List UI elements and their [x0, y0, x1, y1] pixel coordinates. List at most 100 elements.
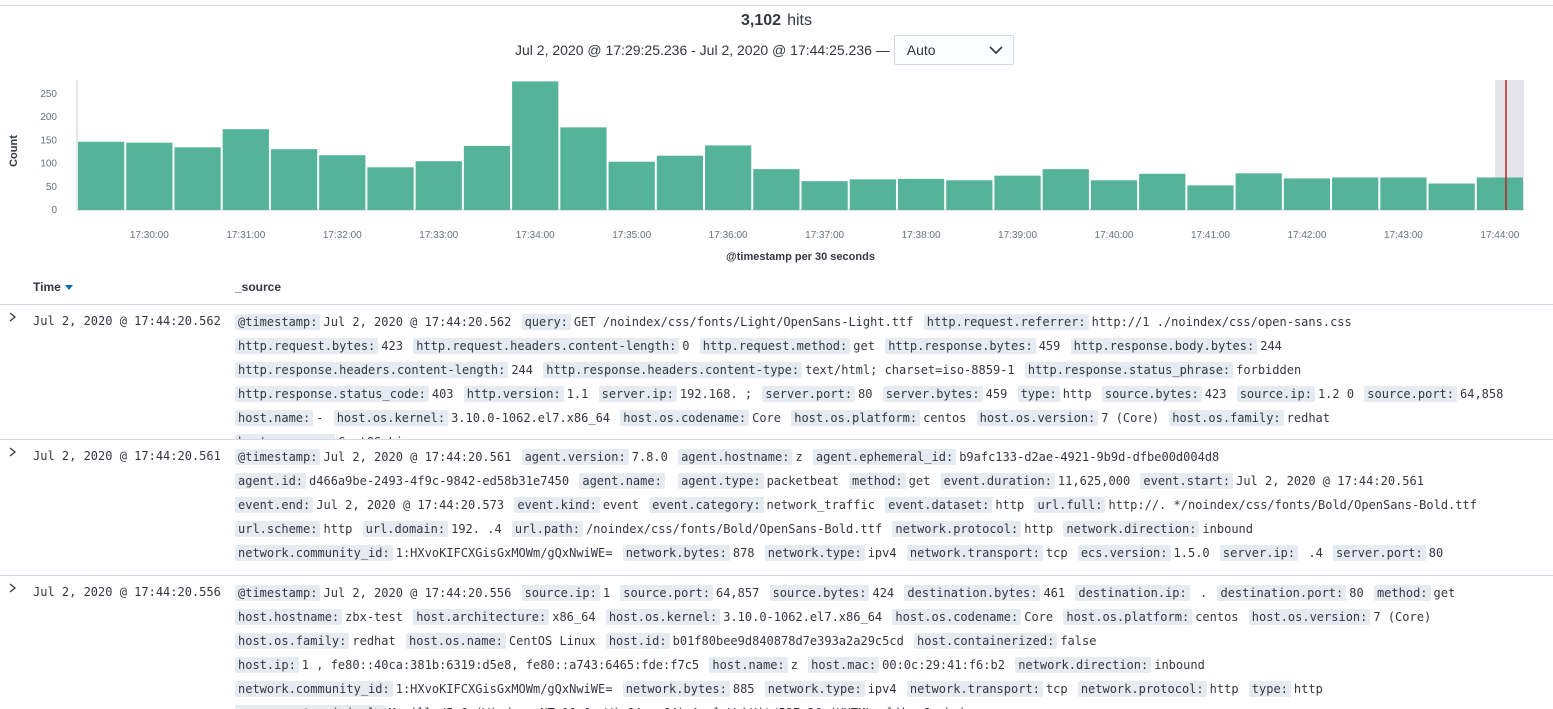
field-key: network.type: [764, 545, 865, 561]
histogram-bar[interactable] [270, 149, 318, 210]
histogram-bar[interactable] [512, 81, 559, 211]
histogram-bar[interactable] [560, 127, 607, 210]
field-value: false [1060, 634, 1097, 648]
histogram-bar[interactable] [897, 178, 945, 210]
histogram-bar[interactable] [705, 145, 752, 210]
histogram-bar[interactable] [1476, 177, 1523, 211]
x-tick-label: 17:34:00 [516, 230, 555, 241]
x-tick-label: 17:32:00 [323, 230, 362, 241]
field-value: http [995, 498, 1025, 512]
field-key: url.scheme: [235, 521, 321, 537]
source-field: network.protocol: http [892, 521, 1053, 537]
source-field: host.containerized: false [914, 633, 1097, 649]
field-key: network.community_id: [235, 681, 393, 697]
sort-descending-icon[interactable] [64, 284, 73, 290]
field-value: 1.1 [566, 387, 589, 401]
source-field: @timestamp: Jul 2, 2020 @ 17:44:20.556 [235, 585, 511, 601]
field-value: d466a9be-2493-4f9c-9842-ed58b31e7450 [309, 474, 570, 488]
histogram-bar[interactable] [367, 167, 414, 210]
field-value: 423 [381, 339, 403, 353]
source-field: url.full: http://. */noindex/css/fonts/Bo… [1034, 497, 1477, 513]
histogram-bar[interactable] [801, 181, 848, 210]
field-key: type: [1248, 681, 1291, 697]
histogram-bar[interactable] [1380, 177, 1427, 211]
chevron-right-icon[interactable] [7, 582, 17, 594]
document-row[interactable]: Jul 2, 2020 @ 17:44:20.562 @timestamp: Jul… [0, 305, 1553, 440]
field-value: b01f80bee9d840878d7e393a2a29c5cd [672, 634, 904, 648]
field-value: ipv4 [867, 546, 897, 560]
field-key: destination.port: [1217, 585, 1347, 601]
histogram-bar[interactable] [1283, 178, 1331, 210]
y-tick-label: 0 [51, 205, 57, 216]
field-key: destination.bytes: [904, 585, 1041, 601]
field-key: destination.ip: [1075, 585, 1190, 601]
field-value: 1.2 0 [1317, 387, 1355, 401]
field-value: Core [752, 411, 781, 425]
histogram-bar[interactable] [1187, 185, 1234, 210]
field-key: event.dataset: [885, 497, 993, 513]
histogram-bar[interactable] [1332, 177, 1379, 211]
field-key: @timestamp: [235, 314, 321, 330]
field-key: agent.id: [235, 473, 307, 489]
histogram-bar[interactable] [415, 161, 462, 210]
source-column-header: _source [235, 280, 282, 294]
source-field: http.response.body.bytes: 244 [1070, 338, 1282, 354]
histogram-bar[interactable] [753, 169, 800, 210]
field-value: b9afc133-d2ae-4921-9b9d-dfbe00d004d8 [959, 450, 1220, 464]
time-column-header[interactable]: Time [33, 280, 73, 294]
field-value: get [1433, 586, 1456, 600]
document-row[interactable]: Jul 2, 2020 @ 17:44:20.556 @timestamp: Jul… [0, 576, 1553, 709]
field-value: 0 [682, 339, 690, 353]
hits-count: 3,102 [741, 12, 782, 29]
source-field: network.direction: inbound [1063, 521, 1253, 537]
histogram-bar[interactable] [319, 155, 366, 210]
histogram-bar[interactable] [1139, 173, 1186, 210]
source-field: ecs.version: 1.5.0 [1077, 545, 1210, 561]
field-value: inbound [1154, 658, 1205, 672]
field-key: source.ip: [1236, 386, 1315, 402]
interval-select[interactable]: Auto [893, 35, 1014, 65]
y-tick-label: 100 [40, 159, 57, 170]
histogram-bar[interactable] [608, 161, 655, 210]
field-key: host.hostname: [235, 609, 343, 625]
document-row[interactable]: Jul 2, 2020 @ 17:44:20.561 @timestamp: Jul… [0, 440, 1553, 576]
source-field: host.os.codename: Core [892, 609, 1053, 625]
histogram-bar[interactable] [849, 179, 896, 210]
histogram-bar[interactable] [222, 129, 269, 210]
histogram-bar[interactable] [463, 145, 511, 210]
source-field: host.os.family: redhat [235, 633, 396, 649]
histogram-bar[interactable] [994, 175, 1041, 210]
field-value: ipv4 [867, 682, 897, 696]
field-key: network.transport: [906, 545, 1043, 561]
field-key: http.request.referrer: [923, 314, 1089, 330]
field-key: host.os.version: [1248, 609, 1371, 625]
histogram-bar[interactable] [78, 141, 125, 210]
field-value: 403 [431, 387, 454, 401]
source-field: url.domain: 192. .4 [362, 521, 502, 537]
histogram-bar[interactable] [656, 155, 704, 210]
source-field: server.port: 80 [1333, 545, 1443, 561]
histogram-chart[interactable]: 0 50 100 150 200 250 17:30:00 17:31:00 17:32:00 1… [0, 70, 1553, 270]
chevron-right-icon[interactable] [7, 446, 17, 458]
source-field: host.ip: 1 , fe80::40ca:381b:6319:d5e8, f… [235, 657, 699, 673]
source-field: network.protocol: http [1077, 681, 1239, 697]
source-field: http.request.referrer: http://1 ./noindex… [923, 314, 1352, 330]
histogram-bar[interactable] [126, 142, 173, 210]
histogram-bar[interactable] [946, 180, 993, 210]
source-field: agent.type: packetbeat [678, 473, 839, 489]
histogram-bar[interactable] [1428, 183, 1475, 210]
field-key: network.protocol: [892, 521, 1022, 537]
field-value: CentOS Linux [508, 634, 596, 648]
histogram-bar[interactable] [174, 147, 221, 210]
field-key: source.bytes: [769, 585, 870, 601]
field-value: tcp [1045, 682, 1068, 696]
field-key: host.os.family: [1169, 410, 1284, 426]
histogram-bar[interactable] [1090, 180, 1138, 210]
histogram-bar[interactable] [1042, 169, 1089, 210]
source-field: @timestamp: Jul 2, 2020 @ 17:44:20.561 [235, 449, 512, 465]
source-field: host.os.codename: Core [620, 410, 781, 426]
chevron-right-icon[interactable] [7, 311, 17, 323]
field-value: Jul 2, 2020 @ 17:44:20.561 [323, 450, 512, 464]
histogram-bar[interactable] [1235, 173, 1282, 210]
field-value: get [853, 339, 875, 353]
